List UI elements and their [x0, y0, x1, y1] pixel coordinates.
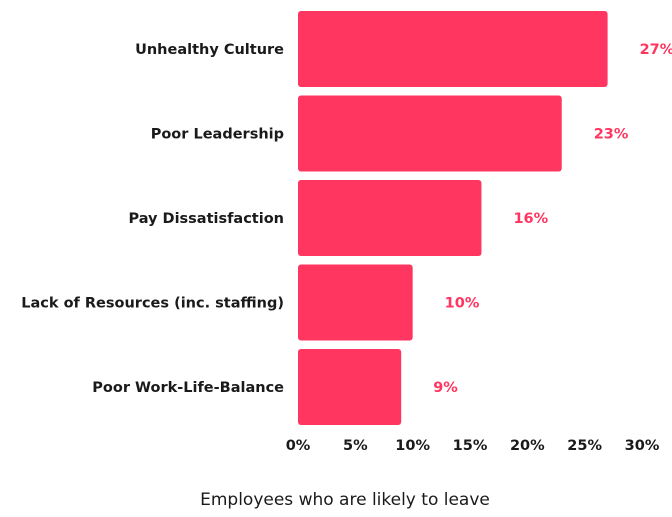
bar [298, 180, 482, 256]
bar [298, 95, 562, 172]
x-tick-label: 20% [510, 438, 545, 454]
value-label: 23% [594, 127, 629, 143]
value-label: 16% [513, 211, 548, 227]
x-axis-title: Employees who are likely to leave [200, 490, 490, 510]
category-label: Lack of Resources (inc. staffing) [21, 296, 284, 312]
category-label: Poor Leadership [151, 127, 284, 143]
bar [298, 11, 608, 87]
x-tick-label: 5% [343, 438, 368, 454]
bars-layer [298, 11, 608, 425]
x-tick-label: 30% [625, 438, 660, 454]
category-label: Unhealthy Culture [135, 42, 284, 58]
x-tick-label: 25% [567, 438, 602, 454]
value-label: 9% [433, 380, 458, 396]
category-label: Pay Dissatisfaction [128, 211, 284, 227]
x-axis-ticks: 0% 5% 10% 15% 20% 25% 30% [286, 438, 660, 454]
bar [298, 349, 402, 425]
x-tick-label: 15% [453, 438, 488, 454]
bar [298, 264, 413, 341]
value-label: 27% [640, 42, 672, 58]
category-labels: Unhealthy Culture Poor Leadership Pay Diss… [21, 42, 284, 396]
value-labels: 27% 23% 16% 10% 9% [433, 42, 672, 396]
category-label: Poor Work-Life-Balance [92, 380, 284, 396]
value-label: 10% [445, 296, 480, 312]
x-tick-label: 10% [395, 438, 430, 454]
x-tick-label: 0% [286, 438, 311, 454]
